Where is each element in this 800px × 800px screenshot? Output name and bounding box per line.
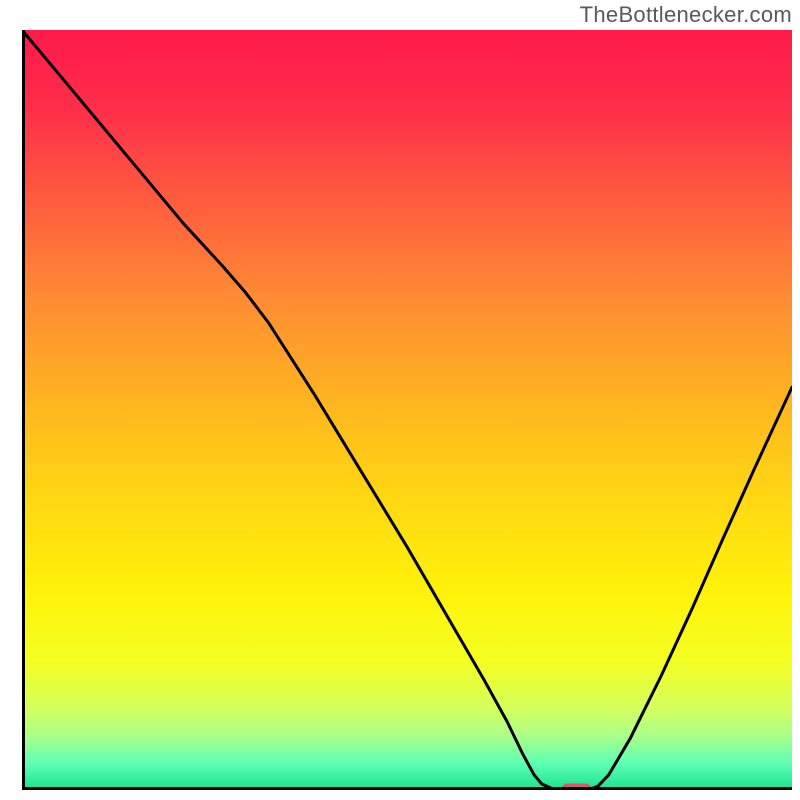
x-axis [22,787,792,790]
watermark-text: TheBottlenecker.com [580,2,792,28]
chart-canvas: TheBottlenecker.com [0,0,800,800]
plot-svg [22,30,792,790]
plot-area [22,30,792,790]
gradient-background [22,30,792,790]
y-axis [22,30,25,790]
